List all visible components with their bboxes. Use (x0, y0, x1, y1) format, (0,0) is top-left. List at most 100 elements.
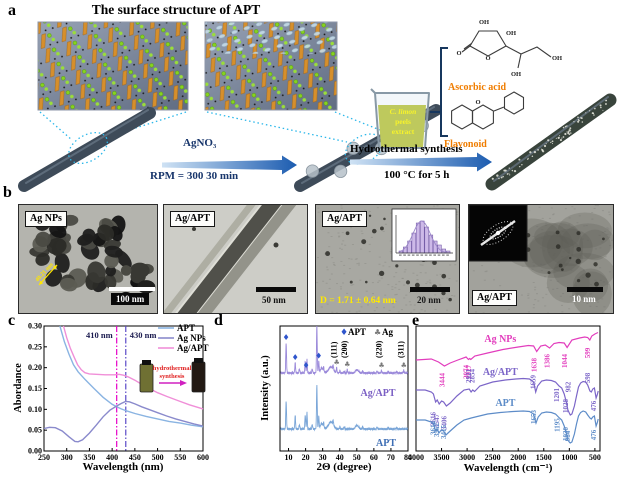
svg-text:OH: OH (479, 19, 489, 26)
panel-a-scheme: O O OH OH OH OH O (18, 19, 617, 192)
svg-text:500: 500 (589, 453, 601, 462)
ftir-peak-label: 1659 (530, 375, 538, 390)
svg-text:0.20: 0.20 (28, 363, 42, 372)
svg-text:80: 80 (404, 453, 412, 462)
ftir-peak-label: 3444 (438, 373, 446, 388)
svg-text:1500: 1500 (536, 453, 552, 462)
uvvis-ylabel: Abordance (13, 363, 24, 413)
svg-text:OH: OH (506, 30, 516, 37)
ftir-peak-label: 3547 (433, 414, 441, 429)
condition-label-rpm: RPM = 300 30 min (150, 170, 239, 182)
vline-label-0: 410 nm (86, 330, 113, 340)
ftir-peak-label: 2854 (469, 369, 477, 384)
svg-text:0.05: 0.05 (28, 426, 42, 435)
xrd-series-Ag-APT (280, 326, 408, 376)
svg-text:O: O (456, 50, 461, 57)
legend-label-2: Ag/APT (177, 343, 209, 353)
ag-apt-product-rod (485, 93, 617, 191)
condition-label-temperature: 100 °C for 5 h (384, 169, 450, 181)
ftir-series-Ag-NPs (415, 331, 599, 367)
svg-text:60: 60 (370, 453, 378, 462)
hkl-label-1: (200) (340, 340, 349, 358)
ftir-peak-label: 2974 (462, 365, 470, 380)
uvvis-xlabel: Wavelength (nm) (83, 461, 164, 473)
ftir-peak-label: 1028 (562, 399, 570, 414)
scalebar-100nm-bar (109, 287, 155, 291)
flavonoid-structure: O (451, 91, 525, 130)
diameter-annotation: D = 1.71 ± 0.64 nm (320, 296, 396, 306)
ftir-peak-label: 2927 (465, 365, 473, 380)
tem-image-agapt-10nm-canvas (469, 205, 613, 313)
ftir-series-APT (416, 410, 599, 444)
xrd-trace-label-apt: APT (376, 438, 396, 449)
ag-peak-marker: ♣ (378, 362, 384, 370)
xrd-legend-lab-1: Ag (382, 327, 393, 337)
ftir-peak-label: 476 (590, 400, 598, 411)
svg-text:0.25: 0.25 (28, 342, 42, 351)
svg-text:250: 250 (38, 453, 50, 462)
svg-text:20: 20 (302, 453, 310, 462)
svg-text:300: 300 (61, 453, 73, 462)
scalebar-20nm-bar (410, 287, 450, 292)
svg-text:3500: 3500 (434, 453, 450, 462)
process-label-hydrothermal: Hydrothermal synthesis (350, 143, 463, 155)
svg-text:0.00: 0.00 (28, 447, 42, 456)
svg-text:0.30: 0.30 (28, 322, 42, 331)
ftir-peak-label: 1195 (553, 418, 561, 432)
tem-label-agapt-3: Ag/APT (472, 290, 517, 306)
svg-text:400: 400 (106, 453, 118, 462)
inset-text-line1: hydrothermal (153, 365, 192, 372)
uvvis-series-Ag-APT (62, 325, 204, 410)
reagent-label: AgNO₃ (183, 137, 217, 149)
svg-text:4000: 4000 (408, 453, 424, 462)
xrd-ylabel: Intensity (a.u.) (260, 355, 271, 421)
ftir-peak-label: 1386 (544, 354, 552, 369)
xrd-trace-label-agapt: Ag/APT (361, 388, 396, 399)
panel-e-letter: e (412, 312, 420, 329)
xrd-chart: 2Θ (degree) Intensity (a.u.) 10 20 30 40 50 6… (260, 325, 412, 473)
panel-a-title: The surface structure of APT (91, 2, 261, 17)
ftir-trace-label-APT: APT (495, 398, 515, 409)
xrd-series-APT (280, 384, 408, 432)
svg-text:30: 30 (319, 453, 327, 462)
ag-peak-marker: ♣ (334, 359, 340, 367)
xrd-legend-sym-1: ♣ (374, 328, 381, 337)
scalebar-100nm-label: 100 nm (111, 293, 150, 305)
arrow-step1 (162, 155, 297, 175)
xrd-legend-sym-0: ♦ (340, 328, 348, 338)
panel-a-letter: a (8, 2, 16, 19)
ftir-peak-label: 982 (564, 381, 572, 392)
flavonoid-label: Flavonoid (444, 139, 487, 150)
inset-text-line2: synthesis (160, 373, 185, 380)
svg-text:350: 350 (83, 453, 95, 462)
ascorbic-acid-structure: O O OH OH OH OH (456, 19, 562, 78)
ag-peak-marker: ♣ (344, 361, 350, 369)
saed-pattern-inset (469, 205, 528, 262)
ftir-trace-label-Ag-NPs: Ag NPs (484, 334, 516, 345)
beaker-label-line1: C. limon (389, 107, 417, 116)
svg-text:OH: OH (552, 55, 562, 62)
ag-peak-marker: ♣ (401, 362, 407, 370)
svg-text:0.15: 0.15 (28, 384, 42, 393)
apt-structure-inset (37, 21, 189, 111)
ftir-peak-label: 984 (564, 430, 572, 441)
ftir-peak-label: 1044 (561, 354, 569, 369)
extract-components-bracket (430, 47, 448, 137)
beaker-label-line2: peels (395, 117, 411, 126)
beaker-label-line3: extract (391, 127, 415, 136)
svg-text:500: 500 (152, 453, 164, 462)
scalebar-50nm-label: 50 nm (262, 295, 286, 305)
legend-label-0: APT (177, 323, 195, 333)
panel-d-letter: d (214, 312, 223, 329)
ftir-peak-label: 2921 (465, 369, 473, 384)
xrd-xlabel: 2Θ (degree) (316, 461, 371, 473)
apt-peak-marker: ♦ (315, 351, 322, 360)
ftir-peak-label: 1638 (531, 358, 539, 373)
scalebar-10nm-bar (567, 287, 603, 292)
tem-label-agapt-1: Ag/APT (170, 211, 215, 227)
scalebar-20nm-label: 20 nm (417, 295, 441, 305)
hkl-label-0: (111) (330, 341, 339, 358)
svg-text:10: 10 (285, 453, 293, 462)
vline-label-1: 430 nm (130, 330, 157, 340)
